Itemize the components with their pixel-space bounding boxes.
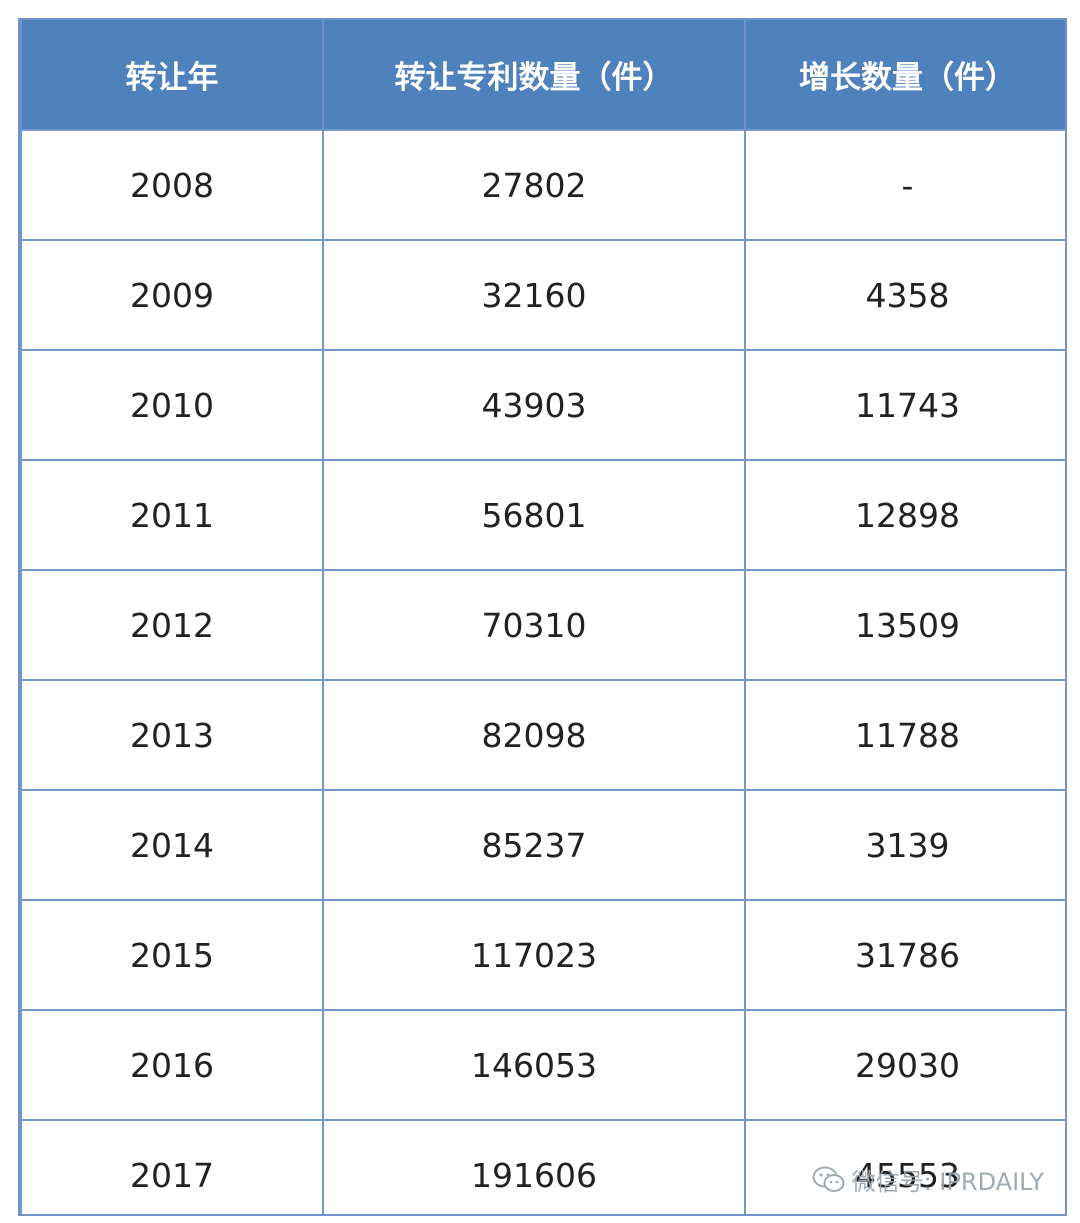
cell-transfer-count: 146053 bbox=[322, 1009, 746, 1121]
cell-year: 2014 bbox=[20, 789, 324, 901]
cell-growth-count: - bbox=[744, 129, 1065, 241]
cell-year: 2009 bbox=[20, 239, 324, 351]
cell-growth-count: 45553 bbox=[744, 1119, 1065, 1214]
table-row: 2009 32160 4358 bbox=[20, 239, 1065, 351]
data-table-container: 转让年 转让专利数量（件） 增长数量（件） 2008 27802-2009 3216… bbox=[18, 18, 1067, 1216]
cell-year: 2011 bbox=[20, 459, 324, 571]
table-row: 2012 70310 13509 bbox=[20, 569, 1065, 681]
table-row: 2008 27802- bbox=[20, 129, 1065, 241]
table-body: 2008 27802-2009 32160 4358 2010 43903 11743 201… bbox=[20, 129, 1065, 1214]
cell-year: 2017 bbox=[20, 1119, 324, 1214]
cell-growth-count: 13509 bbox=[744, 569, 1065, 681]
cell-growth-count: 4358 bbox=[744, 239, 1065, 351]
table-row: 2013 82098 11788 bbox=[20, 679, 1065, 791]
header-transfer-count: 转让专利数量（件） bbox=[322, 20, 746, 130]
cell-year: 2012 bbox=[20, 569, 324, 681]
header-growth-count: 增长数量（件） bbox=[744, 20, 1065, 130]
table-row: 2015 117023 31786 bbox=[20, 899, 1065, 1011]
patent-transfer-table: 转让年 转让专利数量（件） 增长数量（件） 2008 27802-2009 3216… bbox=[20, 20, 1065, 1214]
cell-growth-count: 11788 bbox=[744, 679, 1065, 791]
cell-growth-count: 11743 bbox=[744, 349, 1065, 461]
cell-transfer-count: 82098 bbox=[322, 679, 746, 791]
header-transfer-year: 转让年 bbox=[20, 20, 324, 130]
cell-transfer-count: 117023 bbox=[322, 899, 746, 1011]
cell-growth-count: 3139 bbox=[744, 789, 1065, 901]
cell-transfer-count: 56801 bbox=[322, 459, 746, 571]
cell-transfer-count: 191606 bbox=[322, 1119, 746, 1214]
cell-transfer-count: 43903 bbox=[322, 349, 746, 461]
cell-transfer-count: 32160 bbox=[322, 239, 746, 351]
cell-transfer-count: 70310 bbox=[322, 569, 746, 681]
table-row: 2010 43903 11743 bbox=[20, 349, 1065, 461]
table-header-row: 转让年 转让专利数量（件） 增长数量（件） bbox=[20, 20, 1065, 130]
cell-year: 2013 bbox=[20, 679, 324, 791]
cell-year: 2016 bbox=[20, 1009, 324, 1121]
cell-year: 2010 bbox=[20, 349, 324, 461]
table-row: 2016 146053 29030 bbox=[20, 1009, 1065, 1121]
cell-transfer-count: 85237 bbox=[322, 789, 746, 901]
table-row: 2014 85237 3139 bbox=[20, 789, 1065, 901]
cell-year: 2015 bbox=[20, 899, 324, 1011]
table-row: 2011 56801 12898 bbox=[20, 459, 1065, 571]
cell-growth-count: 12898 bbox=[744, 459, 1065, 571]
cell-transfer-count: 27802 bbox=[322, 129, 746, 241]
table-row: 2017 191606 45553 bbox=[20, 1119, 1065, 1214]
cell-year: 2008 bbox=[20, 129, 324, 241]
cell-growth-count: 31786 bbox=[744, 899, 1065, 1011]
cell-growth-count: 29030 bbox=[744, 1009, 1065, 1121]
